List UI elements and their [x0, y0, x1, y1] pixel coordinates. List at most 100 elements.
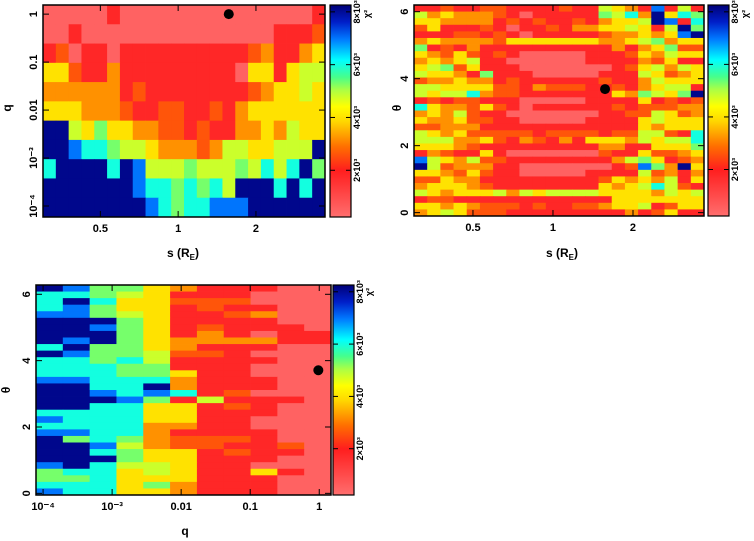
heatmap-cell	[36, 357, 64, 365]
heatmap-cell	[532, 169, 547, 177]
heatmap-cell	[453, 70, 468, 78]
heatmap-cell	[414, 84, 428, 92]
heatmap-cell	[506, 90, 520, 98]
heatmap-cell	[572, 202, 586, 210]
heatmap-cell	[651, 31, 665, 39]
heatmap-cell	[143, 435, 171, 443]
heatmap-cell	[506, 37, 520, 45]
heatmap-cell	[312, 5, 326, 25]
heatmap-cell	[559, 70, 573, 78]
heatmap-cell	[119, 24, 134, 44]
heatmap-cell	[68, 82, 82, 102]
heatmap-cell	[36, 475, 64, 483]
heatmap-cell	[116, 344, 144, 352]
heatmap-cell	[598, 11, 613, 19]
heatmap-cell	[664, 37, 679, 45]
heatmap-cell	[453, 24, 468, 32]
heatmap-cell	[119, 43, 134, 64]
heatmap-cell	[651, 117, 665, 125]
heatmap-cell	[572, 11, 586, 19]
heatmap-cell	[277, 422, 305, 430]
heatmap-cell	[277, 468, 305, 476]
heatmap-cell	[572, 163, 586, 171]
heatmap-cell	[453, 163, 468, 171]
heatmap-cell	[414, 130, 428, 138]
heatmap-cell	[260, 197, 275, 218]
heatmap-cell	[170, 481, 198, 489]
heatmap-cell	[532, 156, 547, 164]
heatmap-cell	[116, 435, 144, 443]
heatmap-cell	[116, 442, 144, 450]
heatmap-cell	[277, 350, 305, 358]
heatmap-cell	[427, 64, 441, 72]
heatmap-cell	[81, 120, 95, 141]
heatmap-cell	[250, 291, 278, 299]
heatmap-cell	[235, 178, 249, 199]
heatmap-cell	[143, 344, 171, 352]
heatmap-cell	[171, 24, 185, 44]
heatmap-cell	[36, 468, 64, 476]
heatmap-cell	[304, 291, 332, 299]
heatmap-cell	[36, 435, 64, 443]
heatmap-cell	[479, 209, 494, 217]
heatmap-cell	[414, 18, 428, 26]
y-tick-label: 0.1	[28, 54, 40, 69]
heatmap-cell	[170, 298, 198, 306]
heatmap-cell	[493, 117, 507, 125]
heatmap-cell	[304, 429, 332, 437]
heatmap-cell	[519, 143, 534, 151]
heatmap-cell	[427, 11, 441, 19]
heatmap-cell	[466, 103, 481, 111]
heatmap-cell	[235, 62, 249, 83]
heatmap-cell	[89, 396, 117, 404]
heatmap-cell	[36, 396, 64, 404]
heatmap-cell	[572, 37, 586, 45]
heatmap-cell	[585, 183, 599, 191]
heatmap-cell	[223, 330, 251, 338]
heatmap-cell	[143, 481, 171, 489]
heatmap-cell	[62, 462, 91, 470]
heatmap-cell	[559, 130, 573, 138]
heatmap-cell	[36, 317, 64, 325]
heatmap-cell	[598, 97, 613, 105]
heatmap-cell	[466, 163, 481, 171]
heatmap-cell	[532, 110, 547, 118]
heatmap-cell	[116, 383, 144, 391]
heatmap-cell	[532, 64, 547, 72]
heatmap-cell	[277, 357, 305, 365]
heatmap-cell	[585, 84, 599, 92]
heatmap-cell	[624, 156, 639, 164]
heatmap-cell	[273, 5, 287, 25]
heatmap-cell	[89, 416, 117, 424]
heatmap-cell	[611, 196, 626, 204]
heatmap-cell	[585, 64, 599, 72]
heatmap-cell	[624, 163, 639, 171]
heatmap-cell	[158, 178, 172, 199]
heatmap-cell	[598, 202, 613, 210]
heatmap-cell	[545, 143, 560, 151]
heatmap-cell	[89, 435, 117, 443]
heatmap-cell	[466, 189, 481, 197]
heatmap-cell	[677, 90, 692, 98]
heatmap-cell	[143, 455, 171, 463]
heatmap-cell	[250, 455, 278, 463]
heatmap-cell	[585, 189, 599, 197]
heatmap-cell	[559, 90, 573, 98]
heatmap-cell	[196, 197, 211, 218]
heatmap-cell	[304, 337, 332, 345]
heatmap-cell	[545, 130, 560, 138]
heatmap-cell	[651, 97, 665, 105]
heatmap-cell	[184, 5, 198, 25]
heatmap-cell	[68, 178, 82, 199]
y-tick-label: 10⁻⁴	[28, 194, 40, 217]
heatmap-cell	[690, 84, 705, 92]
heatmap-cell	[196, 455, 225, 463]
heatmap-cell	[506, 110, 520, 118]
heatmap-cell	[286, 82, 300, 102]
heatmap-cell	[68, 62, 82, 83]
heatmap-cell	[638, 77, 652, 85]
heatmap-cell	[273, 197, 287, 218]
heatmap-cell	[664, 70, 679, 78]
heatmap-cell	[453, 64, 468, 72]
heatmap-cell	[545, 18, 560, 26]
